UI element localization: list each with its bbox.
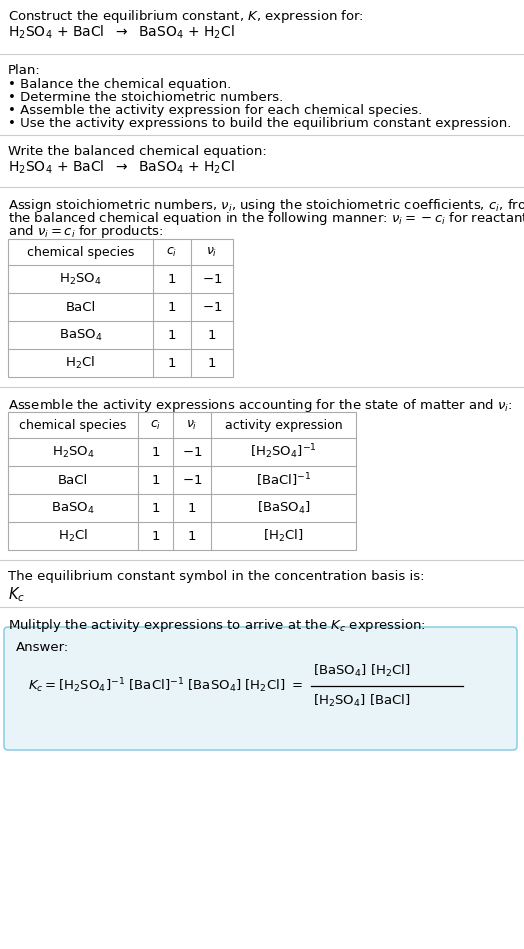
Text: 1: 1 (208, 357, 216, 369)
Text: $\mathrm{H_2SO_4}$: $\mathrm{H_2SO_4}$ (52, 444, 94, 459)
Text: • Balance the chemical equation.: • Balance the chemical equation. (8, 78, 231, 91)
Text: Assign stoichiometric numbers, $\nu_i$, using the stoichiometric coefficients, $: Assign stoichiometric numbers, $\nu_i$, … (8, 197, 524, 214)
Text: 1: 1 (208, 328, 216, 342)
Bar (8, 466, 356, 494)
Text: Answer:: Answer: (16, 641, 69, 654)
Text: 1: 1 (168, 272, 176, 286)
Text: $\mathrm{H_2Cl}$: $\mathrm{H_2Cl}$ (66, 355, 95, 371)
Text: 1: 1 (168, 328, 176, 342)
Text: 1: 1 (188, 501, 196, 514)
Text: $\mathrm{H_2SO_4}$ + BaCl  $\rightarrow$  $\mathrm{BaSO_4}$ + $\mathrm{H_2Cl}$: $\mathrm{H_2SO_4}$ + BaCl $\rightarrow$ … (8, 24, 235, 42)
Bar (8, 293, 233, 321)
Text: • Use the activity expressions to build the equilibrium constant expression.: • Use the activity expressions to build … (8, 117, 511, 130)
Text: $-1$: $-1$ (202, 272, 222, 286)
Text: $-1$: $-1$ (202, 301, 222, 313)
Text: Assemble the activity expressions accounting for the state of matter and $\nu_i$: Assemble the activity expressions accoun… (8, 397, 512, 414)
Text: 1: 1 (168, 357, 176, 369)
Text: $[\mathrm{H_2SO_4}]\ [\mathrm{BaCl}]$: $[\mathrm{H_2SO_4}]\ [\mathrm{BaCl}]$ (313, 693, 411, 709)
Text: $c_i$: $c_i$ (150, 419, 161, 432)
Text: Construct the equilibrium constant, $K$, expression for:: Construct the equilibrium constant, $K$,… (8, 8, 364, 25)
Text: $\mathrm{H_2SO_4}$ + BaCl  $\rightarrow$  $\mathrm{BaSO_4}$ + $\mathrm{H_2Cl}$: $\mathrm{H_2SO_4}$ + BaCl $\rightarrow$ … (8, 159, 235, 177)
Bar (8, 265, 233, 293)
Text: $\mathrm{H_2SO_4}$: $\mathrm{H_2SO_4}$ (59, 271, 102, 287)
Text: The equilibrium constant symbol in the concentration basis is:: The equilibrium constant symbol in the c… (8, 570, 424, 583)
Bar (8, 321, 233, 349)
Text: $K_c = [\mathrm{H_2SO_4}]^{-1}\ [\mathrm{BaCl}]^{-1}\ [\mathrm{BaSO_4}]\ [\mathr: $K_c = [\mathrm{H_2SO_4}]^{-1}\ [\mathrm… (28, 677, 303, 696)
Bar (8, 412, 356, 550)
Text: $\nu_i$: $\nu_i$ (206, 246, 217, 258)
Text: 1: 1 (151, 501, 160, 514)
FancyBboxPatch shape (4, 627, 517, 750)
Bar (8, 412, 356, 438)
Text: 1: 1 (151, 474, 160, 487)
Text: BaCl: BaCl (66, 301, 95, 313)
Text: $K_c$: $K_c$ (8, 585, 25, 604)
Text: $[\mathrm{H_2Cl}]$: $[\mathrm{H_2Cl}]$ (263, 528, 304, 544)
Text: 1: 1 (151, 530, 160, 543)
Text: BaCl: BaCl (58, 474, 88, 487)
Text: $\mathrm{H_2Cl}$: $\mathrm{H_2Cl}$ (58, 528, 88, 544)
Text: $\nu_i$: $\nu_i$ (187, 419, 198, 432)
Text: $\mathrm{BaSO_4}$: $\mathrm{BaSO_4}$ (51, 500, 95, 515)
Text: 1: 1 (188, 530, 196, 543)
Text: Mulitply the activity expressions to arrive at the $K_c$ expression:: Mulitply the activity expressions to arr… (8, 617, 426, 634)
Text: $[\mathrm{BaSO_4}]$: $[\mathrm{BaSO_4}]$ (257, 500, 310, 516)
Bar (8, 239, 233, 377)
Text: chemical species: chemical species (27, 246, 134, 258)
Text: Write the balanced chemical equation:: Write the balanced chemical equation: (8, 145, 267, 158)
Bar (8, 239, 233, 265)
Text: 1: 1 (151, 445, 160, 458)
Text: Plan:: Plan: (8, 64, 41, 77)
Text: activity expression: activity expression (225, 419, 342, 432)
Bar (8, 349, 233, 377)
Text: $-1$: $-1$ (182, 474, 202, 487)
Bar (8, 494, 356, 522)
Text: and $\nu_i = c_i$ for products:: and $\nu_i = c_i$ for products: (8, 223, 163, 240)
Text: chemical species: chemical species (19, 419, 127, 432)
Text: the balanced chemical equation in the following manner: $\nu_i = -c_i$ for react: the balanced chemical equation in the fo… (8, 210, 524, 227)
Text: $\mathrm{BaSO_4}$: $\mathrm{BaSO_4}$ (59, 327, 102, 343)
Text: $-1$: $-1$ (182, 445, 202, 458)
Text: $[\mathrm{H_2SO_4}]^{-1}$: $[\mathrm{H_2SO_4}]^{-1}$ (250, 442, 317, 461)
Bar (8, 438, 356, 466)
Bar (8, 522, 356, 550)
Text: $c_i$: $c_i$ (166, 246, 178, 258)
Text: 1: 1 (168, 301, 176, 313)
Text: • Assemble the activity expression for each chemical species.: • Assemble the activity expression for e… (8, 104, 422, 117)
Text: $[\mathrm{BaCl}]^{-1}$: $[\mathrm{BaCl}]^{-1}$ (256, 472, 311, 489)
Text: $[\mathrm{BaSO_4}]\ [\mathrm{H_2Cl}]$: $[\mathrm{BaSO_4}]\ [\mathrm{H_2Cl}]$ (313, 663, 411, 679)
Text: • Determine the stoichiometric numbers.: • Determine the stoichiometric numbers. (8, 91, 283, 104)
